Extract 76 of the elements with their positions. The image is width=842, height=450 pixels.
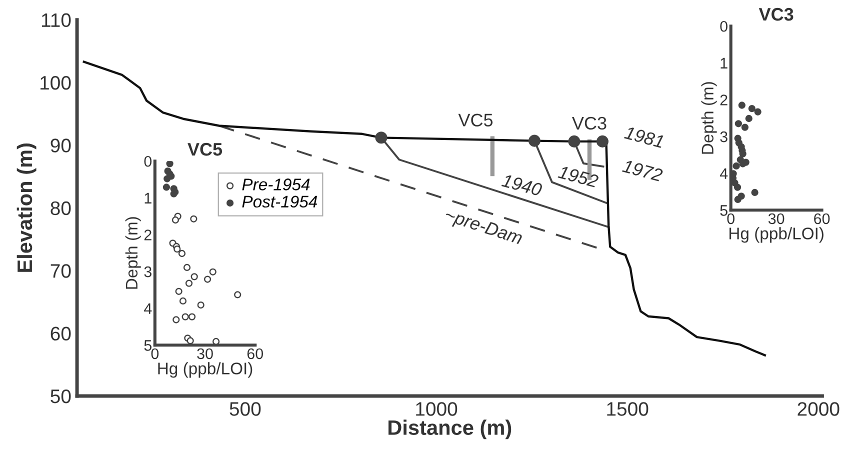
x-tick-label: 500 — [230, 402, 261, 416]
y-axis-title: Depth (m) — [125, 217, 141, 289]
y-tick-label: 4 — [144, 303, 152, 314]
point — [734, 196, 742, 204]
x-axis-title: Hg (ppb/LOI) — [730, 227, 824, 243]
y-tick-label: 3 — [144, 266, 152, 278]
y-axis-title: Depth (m) — [701, 82, 717, 154]
x-tick-label: 60 — [814, 213, 830, 224]
text: 1952 — [558, 165, 600, 188]
point — [751, 188, 758, 196]
y-tick-label: 90 — [50, 138, 71, 152]
text: 1972 — [622, 159, 664, 182]
point — [754, 108, 762, 116]
y-tick-label: 0 — [144, 156, 152, 167]
point — [183, 264, 191, 272]
point — [172, 316, 180, 324]
point — [178, 250, 186, 258]
point — [745, 114, 752, 122]
point — [179, 297, 187, 305]
x-tick-label: 0 — [151, 348, 159, 360]
x-axis-title: Distance (m) — [388, 420, 512, 440]
point — [164, 175, 171, 182]
chart-title: VC5 — [188, 142, 222, 156]
point — [204, 276, 212, 283]
x-tick-label: 2000 — [798, 402, 840, 416]
point — [162, 184, 170, 191]
x-axis-title: Hg (ppb/LOI) — [158, 362, 252, 378]
y-tick-label: 50 — [50, 389, 71, 404]
y-tick-label: 2 — [720, 94, 728, 106]
y-axis-title: Elevation (m) — [16, 144, 36, 272]
point — [741, 124, 749, 131]
legend-label: Pre-1954 — [242, 178, 310, 190]
y-tick-label: 100 — [40, 76, 71, 90]
point — [186, 337, 194, 344]
x-tick-label: 60 — [247, 348, 264, 360]
text: 1940 — [501, 174, 543, 196]
y-tick-label: 3 — [720, 131, 728, 142]
x-tick-label: 1500 — [607, 402, 648, 416]
chart-title: VC3 — [758, 8, 794, 21]
point — [182, 313, 189, 320]
y-tick-label: 80 — [50, 201, 71, 216]
text: ~pre-Dam — [443, 208, 524, 248]
point — [185, 280, 193, 287]
x-tick-label: 1000 — [416, 402, 458, 416]
point — [748, 104, 756, 112]
x-tick-label: 30 — [197, 348, 213, 360]
point — [175, 288, 182, 295]
point — [734, 184, 742, 191]
point — [174, 246, 181, 253]
y-tick-label: 2 — [144, 230, 152, 240]
point — [188, 313, 196, 320]
y-tick-label: 70 — [50, 264, 71, 278]
y-tick-label: 60 — [50, 326, 71, 341]
legend-label: Post-1954 — [242, 196, 318, 208]
y-tick-label: 1 — [144, 192, 152, 204]
y-tick-label: 1 — [720, 58, 728, 68]
point — [234, 291, 242, 298]
point — [190, 215, 198, 222]
y-tick-label: 5 — [144, 340, 152, 351]
y-tick-label: 5 — [720, 205, 728, 216]
series-label: VC5 — [458, 114, 493, 126]
point — [732, 162, 740, 170]
point — [209, 268, 216, 276]
series-label: VC3 — [572, 116, 606, 130]
point — [166, 161, 174, 168]
point — [190, 273, 198, 280]
point — [734, 120, 742, 128]
point — [172, 216, 180, 224]
y-tick-label: 110 — [42, 13, 71, 28]
text: 1981 — [624, 126, 664, 148]
point — [197, 301, 204, 309]
y-tick-label: 4 — [720, 168, 728, 179]
x-tick-label: 30 — [768, 213, 784, 224]
x-tick-label: 0 — [727, 213, 735, 224]
y-tick-label: 0 — [720, 20, 728, 32]
point — [738, 102, 746, 109]
